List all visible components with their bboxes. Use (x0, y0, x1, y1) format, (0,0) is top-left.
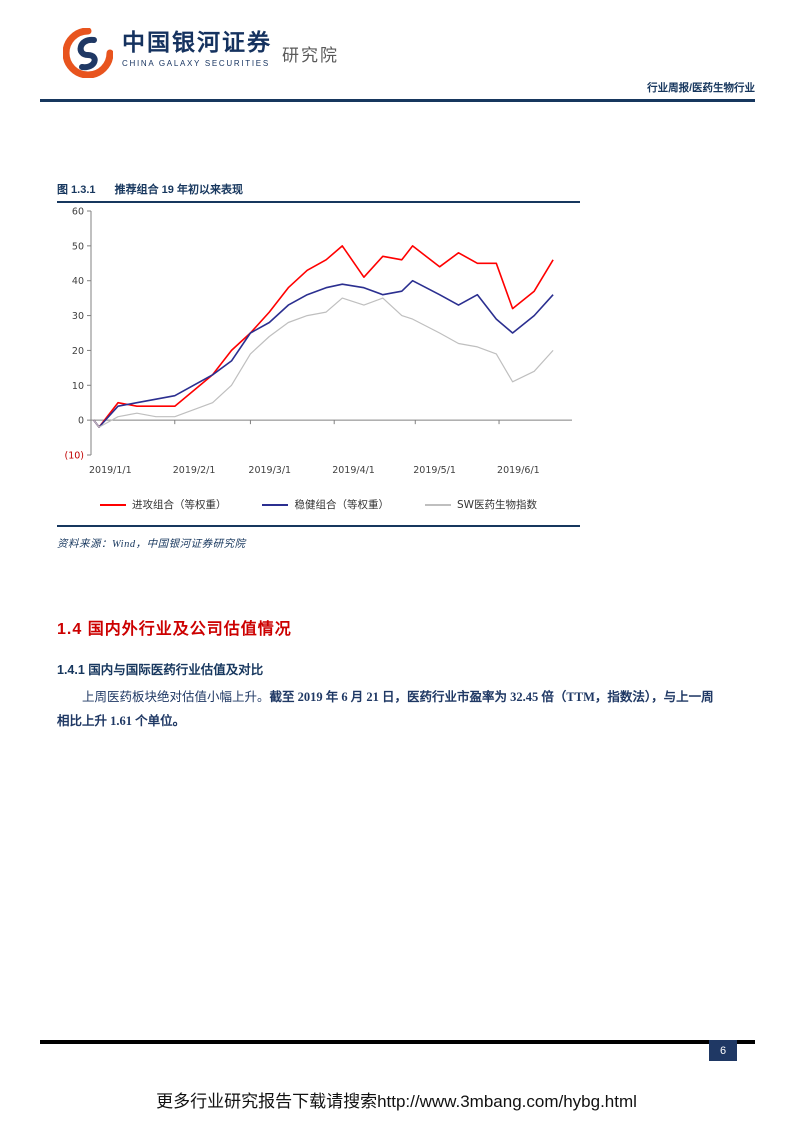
figure-caption: 图 1.3.1 推荐组合 19 年初以来表现 (57, 181, 580, 197)
brand-text: 中国银河证券 CHINA GALAXY SECURITIES (122, 28, 272, 68)
legend-item: 进攻组合（等权重） (99, 497, 227, 512)
figure-caption-label: 图 1.3.1 (57, 184, 96, 196)
paragraph-bold-text: 截至 2019 年 6 月 21 日，医药行业市盈率为 32.45 倍（TTM，… (57, 690, 714, 728)
figure-1-3-1: 图 1.3.1 推荐组合 19 年初以来表现 60 50 40 30 20 10 0 (10)… (57, 181, 580, 551)
legend-label: 进攻组合（等权重） (131, 499, 227, 511)
report-tag: 行业周报/医药生物行业 (647, 82, 755, 94)
legend-line-swatch (262, 503, 289, 506)
figure-bottom-rule (57, 525, 580, 527)
svg-text:2019/3/1: 2019/3/1 (248, 465, 291, 476)
section-heading-1-4-1: 1.4.1 国内与国际医药行业估值及对比 (57, 663, 264, 677)
svg-text:2019/6/1: 2019/6/1 (497, 465, 540, 476)
svg-text:0: 0 (78, 416, 84, 427)
performance-chart: 60 50 40 30 20 10 0 (10) 2019/1/1 2019/2/1 2019/3/… (57, 203, 580, 512)
galaxy-logo-icon (62, 27, 114, 79)
download-link-text[interactable]: 更多行业研究报告下载请搜索http://www.3mbang.com/hybg.… (156, 1092, 637, 1111)
paragraph-normal-text: 上周医药板块绝对估值小幅上升。 (82, 690, 270, 704)
valuation-paragraph: 上周医药板块绝对估值小幅上升。截至 2019 年 6 月 21 日，医药行业市盈… (57, 686, 725, 734)
brand-division: 研究院 (282, 46, 339, 65)
svg-text:40: 40 (72, 276, 84, 287)
section-heading-1-4: 1.4 国内外行业及公司估值情况 (57, 621, 292, 638)
svg-text:2019/4/1: 2019/4/1 (332, 465, 375, 476)
legend-line-swatch (99, 503, 126, 506)
svg-text:30: 30 (72, 311, 84, 322)
brand: 中国银河证券 CHINA GALAXY SECURITIES 研究院 (62, 27, 339, 79)
figure-source: 资料来源：Wind，中国银河证券研究院 (57, 539, 246, 550)
svg-text:20: 20 (72, 346, 84, 357)
svg-text:50: 50 (72, 241, 84, 252)
svg-text:2019/2/1: 2019/2/1 (173, 465, 216, 476)
svg-text:10: 10 (72, 381, 84, 392)
svg-text:2019/5/1: 2019/5/1 (413, 465, 456, 476)
brand-name-cn: 中国银河证券 (122, 29, 272, 55)
page-number-badge: 6 (709, 1040, 737, 1061)
chart-canvas: 60 50 40 30 20 10 0 (10) 2019/1/1 2019/2/1 2019/3/… (64, 207, 572, 476)
figure-caption-title: 推荐组合 19 年初以来表现 (114, 184, 243, 196)
chart-legend: 进攻组合（等权重） 稳健组合（等权重） SW医药生物指数 (57, 497, 580, 512)
svg-text:2019/1/1: 2019/1/1 (89, 465, 132, 476)
legend-label: 稳健组合（等权重） (294, 499, 389, 511)
brand-name-en: CHINA GALAXY SECURITIES (122, 58, 270, 68)
legend-item: 稳健组合（等权重） (262, 497, 389, 512)
legend-label: SW医药生物指数 (456, 499, 538, 511)
footer-divider (40, 1040, 755, 1044)
header-divider (40, 99, 755, 102)
legend-line-swatch (424, 503, 451, 506)
svg-text:(10): (10) (64, 451, 84, 462)
figure-top-rule (57, 201, 580, 203)
svg-text:60: 60 (72, 207, 84, 218)
legend-item: SW医药生物指数 (424, 497, 538, 512)
